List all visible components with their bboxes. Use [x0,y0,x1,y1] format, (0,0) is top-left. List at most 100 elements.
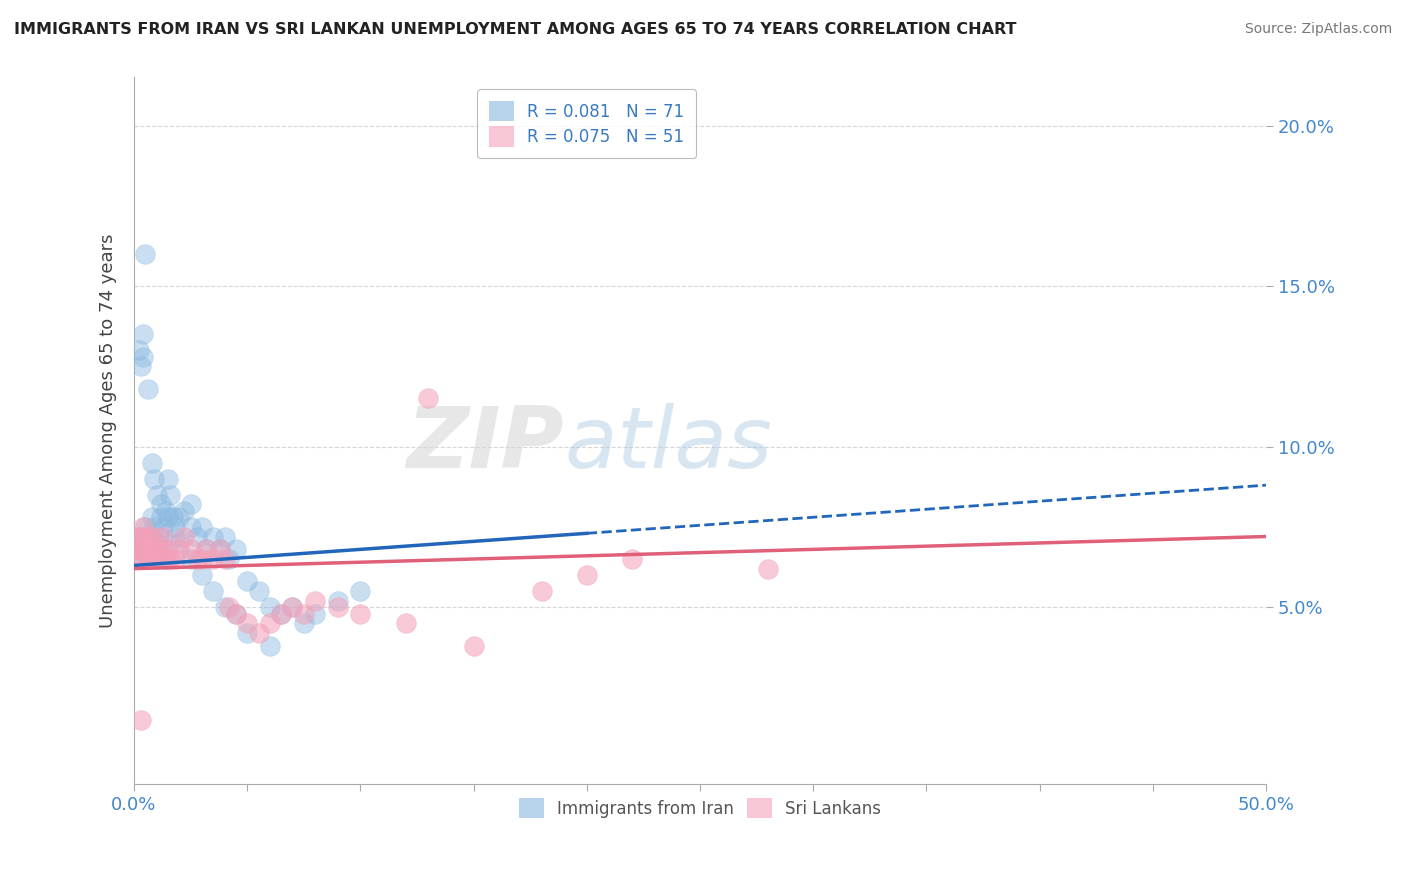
Point [169,542,191,557]
Point [418,392,440,406]
Point [259,600,281,615]
Point [218,552,240,566]
Point [128,542,150,557]
Point [132,552,155,566]
Point [139,542,162,557]
Point [326,593,349,607]
Point [247,584,270,599]
Point [270,607,292,621]
Point [191,552,214,566]
Point [304,593,326,607]
Point [225,607,247,621]
Point [128,542,150,557]
Point [145,552,167,566]
Text: atlas: atlas [564,403,772,486]
Point [159,488,181,502]
Y-axis label: Unemployment Among Ages 65 to 74 years: Unemployment Among Ages 65 to 74 years [100,234,117,628]
Text: ZIP: ZIP [406,403,564,486]
Point [163,552,186,566]
Legend: Immigrants from Iran, Sri Lankans: Immigrants from Iran, Sri Lankans [512,791,889,825]
Point [173,504,195,518]
Point [143,529,166,543]
Point [530,584,553,599]
Point [128,529,150,543]
Point [132,327,155,342]
Point [145,488,167,502]
Point [134,520,156,534]
Point [163,520,186,534]
Point [132,529,155,543]
Point [134,529,156,543]
Point [129,713,152,727]
Point [395,616,418,631]
Point [128,343,150,358]
Point [152,520,174,534]
Point [139,552,162,566]
Point [209,542,232,557]
Point [163,529,186,543]
Point [139,529,162,543]
Point [134,542,156,557]
Point [169,510,191,524]
Point [214,552,236,566]
Point [259,616,281,631]
Point [756,561,779,575]
Text: Source: ZipAtlas.com: Source: ZipAtlas.com [1244,22,1392,37]
Point [162,510,184,524]
Point [191,520,214,534]
Text: IMMIGRANTS FROM IRAN VS SRI LANKAN UNEMPLOYMENT AMONG AGES 65 TO 74 YEARS CORREL: IMMIGRANTS FROM IRAN VS SRI LANKAN UNEMP… [14,22,1017,37]
Point [155,504,177,518]
Point [349,607,371,621]
Point [349,584,371,599]
Point [145,552,167,566]
Point [150,542,173,557]
Point [129,529,152,543]
Point [621,552,644,566]
Point [132,520,155,534]
Point [225,607,247,621]
Point [173,529,195,543]
Point [129,542,152,557]
Point [132,552,155,566]
Point [180,552,202,566]
Point [186,529,208,543]
Point [236,574,259,589]
Point [156,510,179,524]
Point [141,529,163,543]
Point [292,607,315,621]
Point [270,607,292,621]
Point [463,639,485,653]
Point [128,529,150,543]
Point [214,600,236,615]
Point [141,542,163,557]
Point [195,542,218,557]
Point [129,536,152,550]
Point [145,536,167,550]
Point [134,247,156,261]
Point [202,529,225,543]
Point [125,552,148,566]
Point [129,542,152,557]
Point [148,529,170,543]
Point [156,542,179,557]
Point [281,600,304,615]
Point [304,607,326,621]
Point [236,625,259,640]
Point [125,542,148,557]
Point [259,639,281,653]
Point [159,552,181,566]
Point [180,498,202,512]
Point [155,552,177,566]
Point [129,359,152,374]
Point [247,625,270,640]
Point [150,542,173,557]
Point [152,529,174,543]
Point [209,542,232,557]
Point [141,456,163,470]
Point [156,472,179,486]
Point [136,552,159,566]
Point [180,520,202,534]
Point [143,472,166,486]
Point [326,600,349,615]
Point [141,510,163,524]
